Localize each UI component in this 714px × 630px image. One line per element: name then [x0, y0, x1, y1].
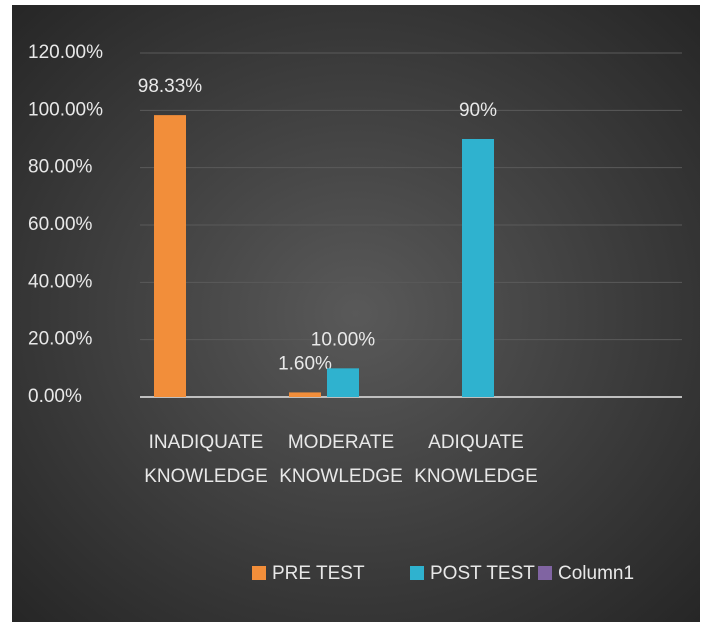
chart-background [12, 5, 700, 622]
x-tick-label: INADIQUATE KNOWLEDGE [144, 432, 268, 487]
bar [154, 115, 186, 397]
bar [289, 392, 321, 397]
legend-label: Column1 [558, 563, 634, 584]
legend-label: POST TEST [430, 563, 535, 584]
x-tick-label: ADIQUATE KNOWLEDGE [414, 432, 538, 487]
y-tick-label: 40.00% [28, 271, 93, 292]
legend-swatch [538, 566, 552, 580]
bar [462, 139, 494, 397]
y-tick-label: 120.00% [28, 42, 103, 63]
legend-swatch [410, 566, 424, 580]
legend-label: PRE TEST [272, 563, 365, 584]
y-tick-label: 100.00% [28, 99, 103, 120]
data-label: 10.00% [311, 329, 376, 350]
data-label: 98.33% [138, 76, 203, 97]
y-tick-label: 0.00% [28, 386, 82, 407]
y-tick-label: 80.00% [28, 157, 93, 178]
bar [327, 368, 359, 397]
y-tick-label: 20.00% [28, 329, 93, 350]
data-label: 90% [459, 100, 497, 121]
data-label: 1.60% [278, 353, 332, 374]
x-tick-label: MODERATE KNOWLEDGE [279, 432, 403, 487]
legend-swatch [252, 566, 266, 580]
y-tick-label: 60.00% [28, 214, 93, 235]
